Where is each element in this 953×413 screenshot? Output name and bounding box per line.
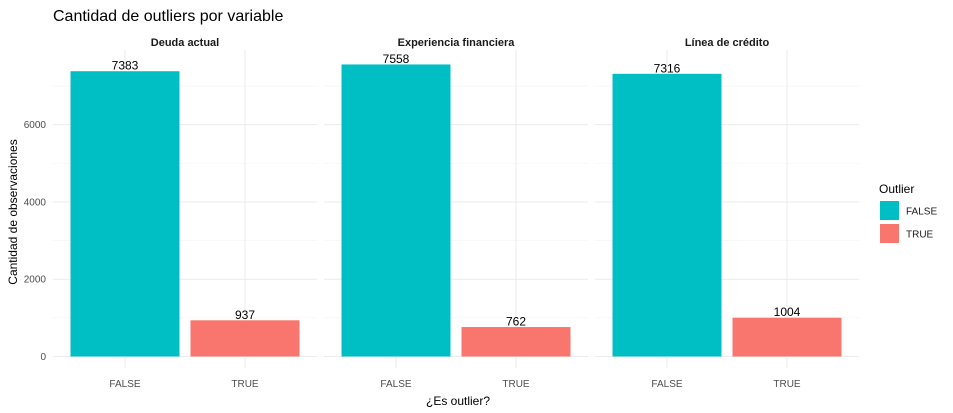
bar-true — [190, 320, 300, 357]
x-tick-label: TRUE — [773, 379, 801, 390]
bar-value-label: 937 — [235, 308, 255, 322]
chart-title: Cantidad de outliers por variable — [53, 8, 283, 25]
y-tick-label: 6000 — [24, 120, 47, 131]
bar-value-label: 7316 — [654, 61, 681, 75]
bar-value-label: 762 — [506, 315, 526, 329]
legend-title: Outlier — [879, 182, 914, 196]
x-tick-label: FALSE — [380, 379, 411, 390]
x-axis-title: ¿Es outlier? — [426, 394, 490, 408]
facet-strip-label: Deuda actual — [151, 37, 219, 49]
y-tick-label: 0 — [40, 352, 46, 363]
labels-layer: Deuda actual 7383 937 Experiencia financier… — [112, 37, 801, 329]
x-tick-label: TRUE — [502, 379, 530, 390]
bar-false — [341, 64, 451, 357]
x-tick-label: FALSE — [109, 379, 140, 390]
bar-false — [612, 73, 722, 357]
y-tick-label: 4000 — [24, 197, 47, 208]
legend-key-true — [880, 224, 899, 243]
x-tick-label: TRUE — [231, 379, 259, 390]
bar-value-label: 7558 — [383, 52, 410, 66]
legend-key-false — [880, 201, 899, 220]
bar-true — [732, 317, 842, 357]
legend-label: FALSE — [906, 207, 937, 218]
legend: Outlier FALSE TRUE — [879, 182, 937, 243]
bar-value-label: 7383 — [112, 59, 139, 73]
axis-layer: FALSE TRUE FALSE TRUE FALSE TRUE 0 2000 4000 6000 — [24, 120, 801, 390]
facet-strip-label: Experiencia financiera — [398, 37, 516, 49]
bar-false — [70, 71, 180, 357]
y-axis-title: Cantidad de observaciones — [6, 139, 20, 284]
y-tick-label: 2000 — [24, 275, 47, 286]
x-tick-label: FALSE — [651, 379, 682, 390]
bars-layer — [70, 64, 842, 357]
bar-value-label: 1004 — [774, 305, 801, 319]
facet-strip-label: Línea de crédito — [685, 37, 770, 49]
bar-true — [461, 327, 571, 357]
legend-label: TRUE — [906, 230, 934, 241]
